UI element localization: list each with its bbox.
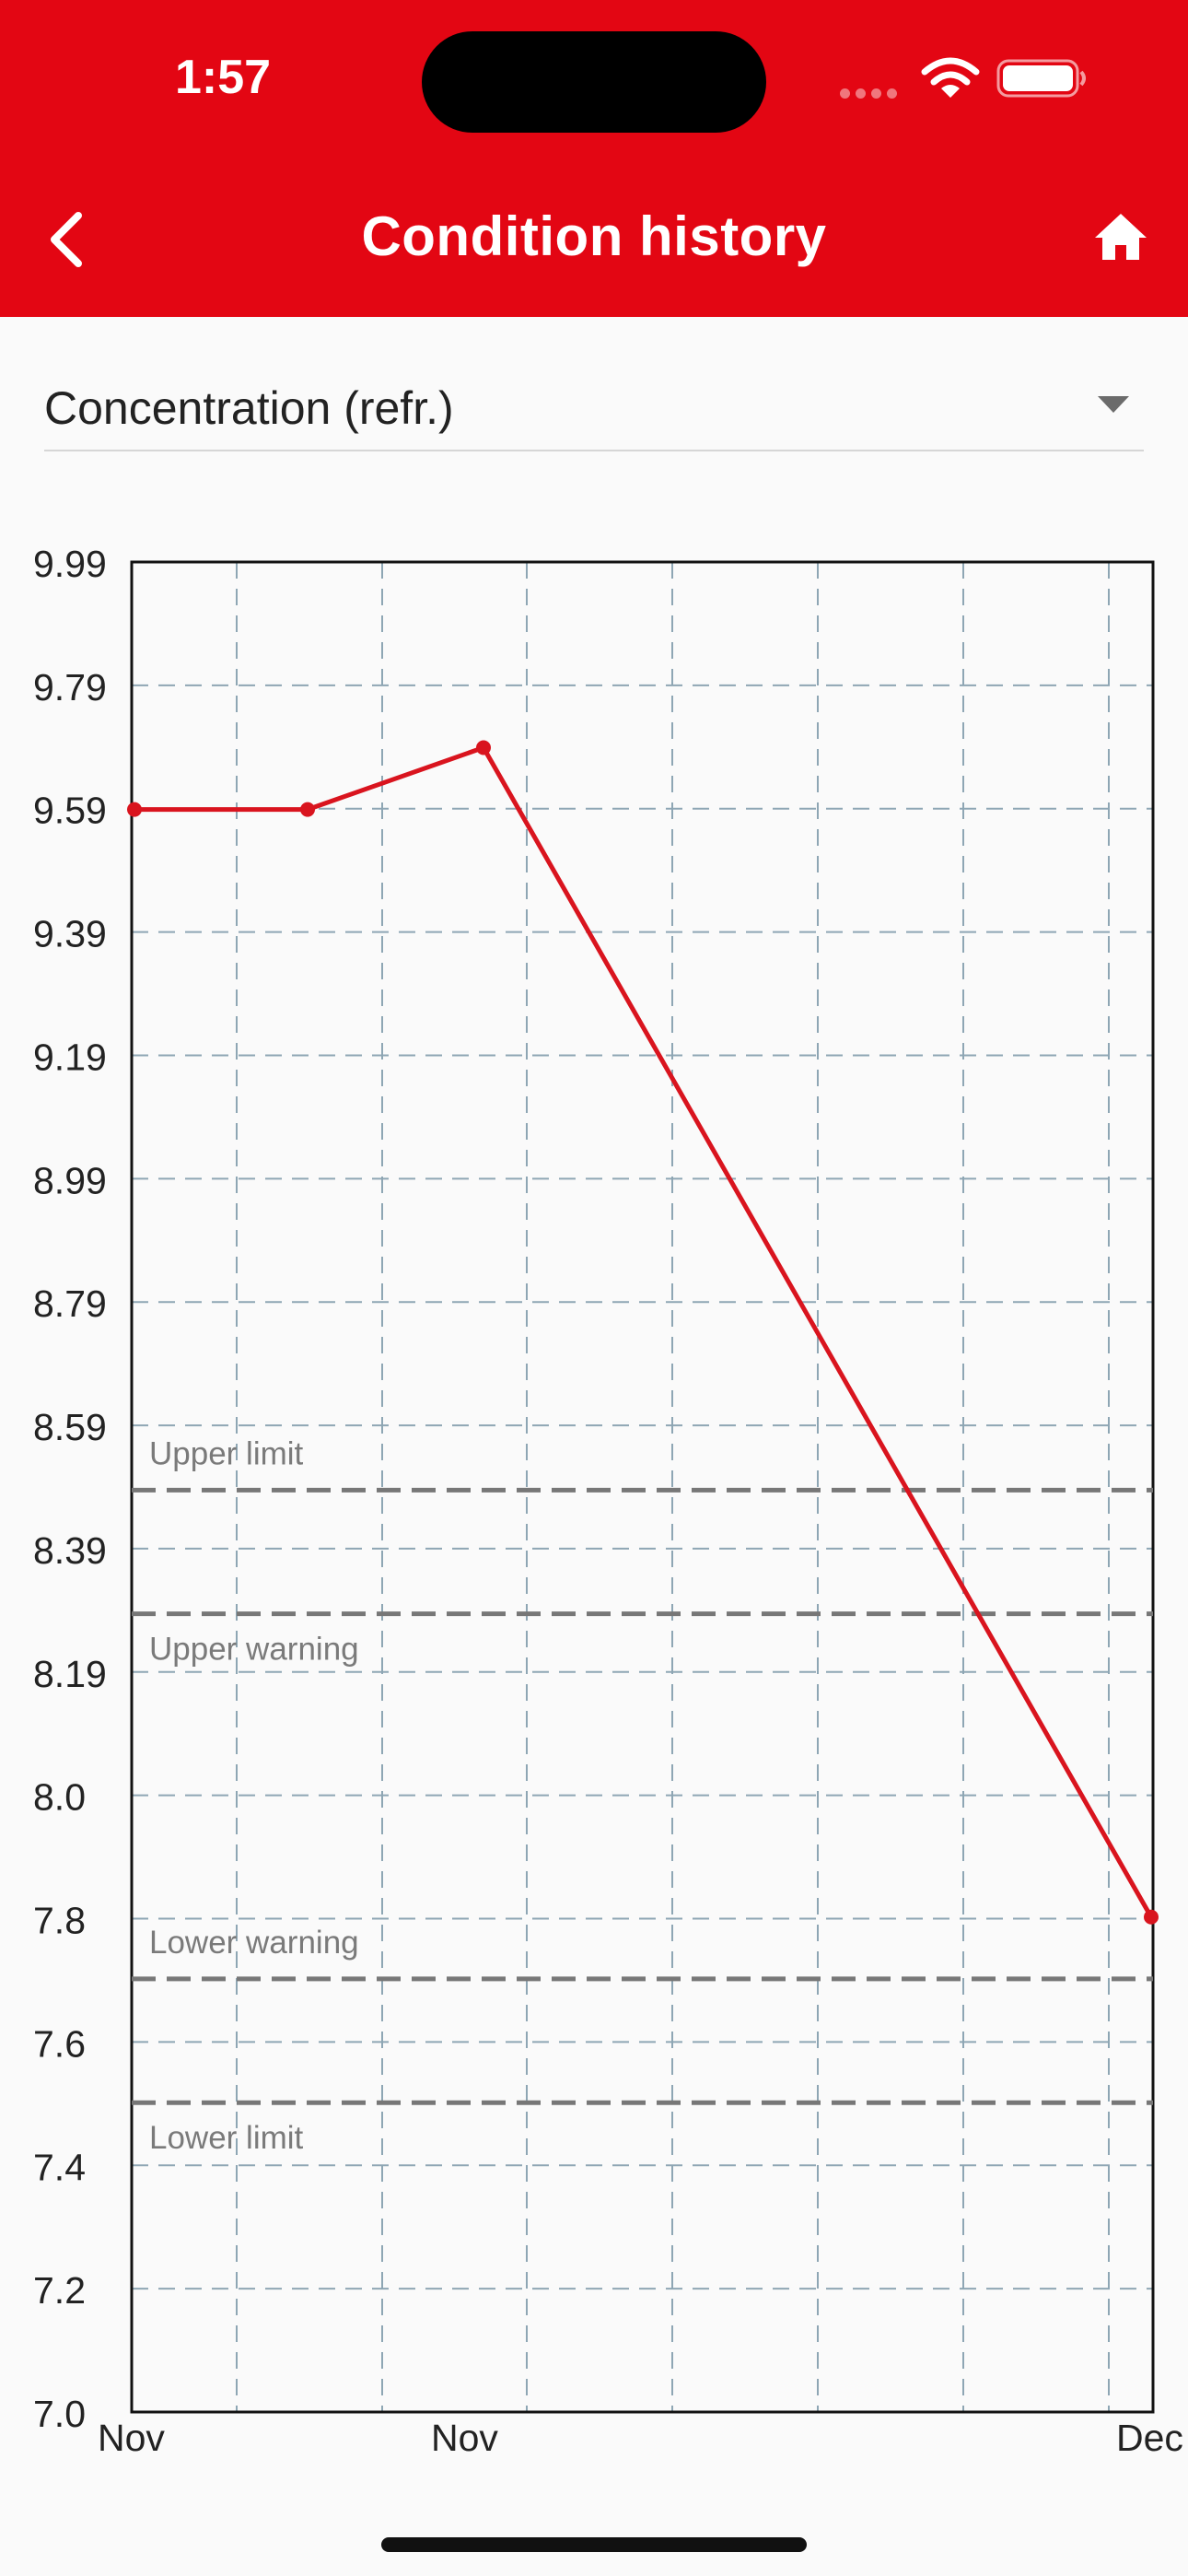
y-tick-label: 9.59	[33, 790, 107, 832]
y-tick-label: 8.59	[33, 1406, 107, 1448]
y-tick-label: 8.39	[33, 1529, 107, 1572]
battery-icon	[996, 59, 1086, 98]
reference-line-label: Lower warning	[149, 1925, 359, 1961]
y-tick-label: 7.2	[33, 2269, 86, 2312]
reference-line-label: Upper warning	[149, 1632, 359, 1668]
status-icons	[840, 55, 1089, 107]
y-tick-label: 8.79	[33, 1282, 107, 1325]
measurement-selector[interactable]: Concentration (refr.)	[44, 359, 1144, 451]
y-tick-label: 7.6	[33, 2022, 86, 2065]
back-button[interactable]	[24, 193, 107, 286]
y-tick-label: 9.39	[33, 913, 107, 955]
page-title: Condition history	[361, 205, 827, 267]
selector-value: Concentration (refr.)	[44, 382, 454, 434]
cellular-signal-icon	[840, 87, 903, 99]
y-tick-label: 8.0	[33, 1776, 86, 1819]
y-tick-label: 7.0	[33, 2393, 86, 2435]
y-tick-label: 7.8	[33, 1900, 86, 1942]
home-button[interactable]	[1083, 199, 1159, 275]
data-point	[476, 740, 491, 755]
y-tick-label: 9.79	[33, 666, 107, 708]
reference-line-label: Upper limit	[149, 1435, 304, 1471]
app-header: 1:57 Condition history	[0, 0, 1188, 317]
y-tick-label: 8.99	[33, 1159, 107, 1201]
data-point	[1144, 1909, 1159, 1925]
x-tick-label: Nov	[98, 2417, 165, 2459]
plot-frame	[130, 560, 1155, 2414]
reference-line-label: Lower limit	[149, 2120, 304, 2156]
data-point	[300, 802, 315, 817]
dynamic-island	[422, 31, 766, 133]
home-indicator	[381, 2537, 807, 2552]
chevron-left-icon	[51, 212, 82, 267]
dropdown-triangle-icon	[1098, 396, 1129, 413]
home-icon	[1095, 214, 1147, 260]
series-line	[134, 744, 1154, 1918]
condition-chart: 9.99 9.79 9.59 9.39 9.19 8.99 8.79 8.59 8.39 8.19…	[33, 543, 1183, 2459]
y-tick-label: 9.99	[33, 543, 107, 585]
data-point	[127, 802, 142, 817]
y-tick-label: 7.4	[33, 2146, 86, 2188]
y-tick-label: 8.19	[33, 1653, 107, 1695]
wifi-icon	[921, 57, 980, 98]
x-tick-label: Dec	[1116, 2417, 1183, 2459]
x-tick-label: Nov	[431, 2417, 498, 2459]
status-time: 1:57	[175, 51, 272, 104]
y-tick-label: 9.19	[33, 1036, 107, 1078]
